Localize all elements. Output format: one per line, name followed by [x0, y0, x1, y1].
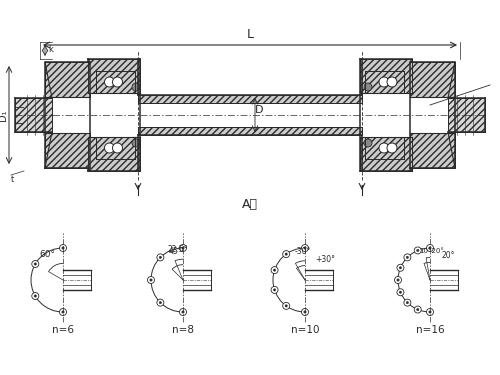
- Circle shape: [404, 299, 411, 306]
- Circle shape: [157, 254, 164, 261]
- Circle shape: [399, 291, 402, 294]
- Circle shape: [416, 308, 419, 311]
- Polygon shape: [138, 95, 362, 103]
- Circle shape: [182, 311, 184, 313]
- Circle shape: [157, 299, 164, 306]
- Text: t: t: [11, 174, 14, 183]
- Circle shape: [302, 309, 308, 315]
- Polygon shape: [360, 137, 412, 171]
- Circle shape: [429, 311, 431, 313]
- Circle shape: [132, 139, 140, 147]
- Circle shape: [104, 77, 115, 87]
- Polygon shape: [45, 133, 90, 168]
- Circle shape: [304, 247, 306, 249]
- Circle shape: [379, 77, 389, 87]
- Circle shape: [32, 261, 39, 267]
- Circle shape: [364, 139, 372, 147]
- Circle shape: [397, 289, 404, 296]
- Polygon shape: [15, 98, 52, 132]
- Circle shape: [60, 309, 66, 315]
- Circle shape: [404, 254, 411, 261]
- Circle shape: [271, 267, 278, 274]
- Circle shape: [406, 302, 408, 304]
- Circle shape: [426, 244, 434, 252]
- Polygon shape: [410, 133, 455, 168]
- Polygon shape: [88, 59, 140, 93]
- Circle shape: [34, 295, 36, 297]
- Text: 60°: 60°: [40, 250, 56, 259]
- Circle shape: [132, 83, 140, 91]
- Circle shape: [274, 289, 276, 291]
- Polygon shape: [410, 62, 455, 97]
- Circle shape: [180, 309, 186, 315]
- Polygon shape: [360, 59, 412, 93]
- Circle shape: [379, 143, 389, 153]
- Text: D₁: D₁: [0, 109, 8, 121]
- Text: 45°: 45°: [169, 248, 182, 256]
- Text: n=16: n=16: [416, 325, 444, 335]
- Text: +30°: +30°: [315, 255, 335, 264]
- Circle shape: [397, 279, 399, 281]
- Text: L: L: [246, 28, 254, 41]
- Circle shape: [62, 247, 64, 249]
- Circle shape: [364, 83, 372, 91]
- Circle shape: [387, 143, 397, 153]
- Text: k: k: [48, 45, 53, 54]
- Circle shape: [387, 77, 397, 87]
- Circle shape: [112, 143, 122, 153]
- Circle shape: [304, 311, 306, 313]
- Circle shape: [180, 244, 186, 252]
- Polygon shape: [448, 98, 485, 132]
- Circle shape: [159, 256, 162, 259]
- Circle shape: [159, 302, 162, 304]
- Circle shape: [34, 263, 36, 265]
- Circle shape: [394, 276, 402, 284]
- Circle shape: [397, 264, 404, 271]
- Text: D: D: [255, 105, 264, 115]
- Circle shape: [285, 253, 288, 255]
- Polygon shape: [88, 137, 140, 171]
- Circle shape: [302, 244, 308, 252]
- Text: 20°: 20°: [442, 251, 456, 260]
- Circle shape: [406, 256, 408, 259]
- Text: 10°20°: 10°20°: [420, 248, 444, 254]
- Circle shape: [62, 311, 64, 313]
- Circle shape: [282, 251, 290, 258]
- Circle shape: [414, 247, 422, 254]
- Circle shape: [282, 302, 290, 309]
- Text: n=8: n=8: [172, 325, 194, 335]
- Circle shape: [182, 247, 184, 249]
- Circle shape: [399, 267, 402, 269]
- Circle shape: [148, 276, 154, 284]
- Circle shape: [104, 143, 115, 153]
- Circle shape: [416, 249, 419, 252]
- Text: n=6: n=6: [52, 325, 74, 335]
- Circle shape: [285, 305, 288, 307]
- Text: A向: A向: [242, 198, 258, 211]
- Polygon shape: [45, 62, 90, 97]
- Circle shape: [32, 292, 39, 300]
- Polygon shape: [138, 127, 362, 135]
- Circle shape: [271, 286, 278, 293]
- Circle shape: [150, 279, 152, 281]
- Circle shape: [60, 244, 66, 252]
- Text: -30°: -30°: [295, 247, 311, 256]
- Text: 22.5°: 22.5°: [168, 245, 188, 254]
- Circle shape: [426, 309, 434, 315]
- Circle shape: [274, 269, 276, 271]
- Circle shape: [112, 77, 122, 87]
- Circle shape: [429, 247, 431, 249]
- Circle shape: [414, 306, 422, 313]
- Text: n=10: n=10: [291, 325, 320, 335]
